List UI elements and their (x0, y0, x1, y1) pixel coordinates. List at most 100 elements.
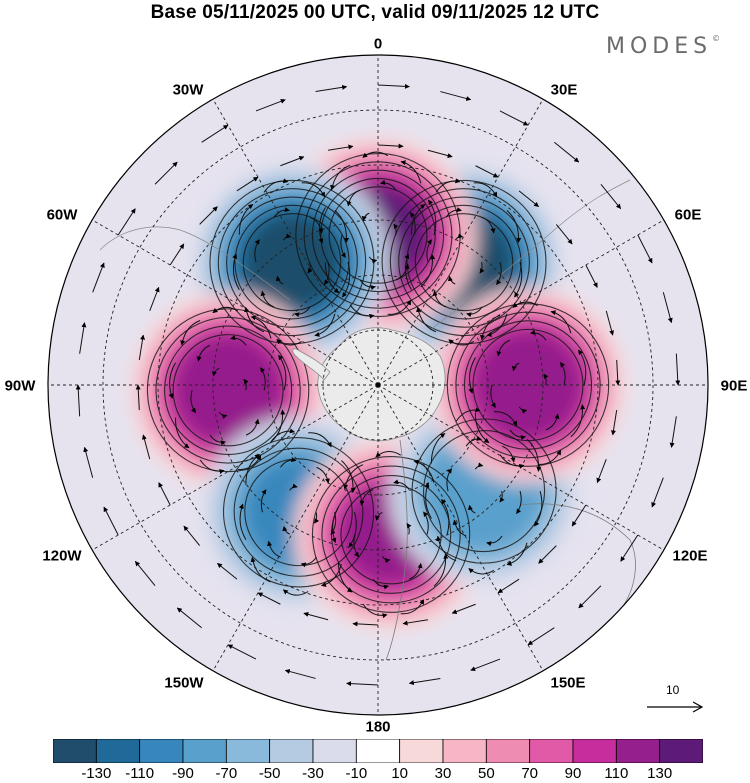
wind-arrow (217, 562, 238, 580)
wind-arrow (314, 313, 336, 337)
wind-arrow (303, 612, 329, 621)
wind-arrow (377, 83, 410, 89)
wind-arrow (499, 490, 505, 503)
wind-arrow (454, 233, 464, 241)
wind-arrow (103, 506, 119, 536)
colorbar-tick-label: -90 (172, 765, 194, 782)
wind-arrow (245, 418, 260, 436)
anomaly-contour (242, 213, 342, 312)
colorbar-swatch (615, 739, 661, 763)
wind-arrow (244, 306, 265, 333)
colorbar-swatch (485, 739, 531, 763)
wind-arrow (199, 459, 225, 474)
wind-arrow (501, 445, 516, 463)
wind-arrow (359, 279, 376, 291)
wind-arrow (467, 504, 476, 514)
wind-arrow (190, 390, 197, 414)
wind-arrow (416, 306, 437, 333)
wind-arrow (282, 589, 309, 596)
wind-arrow (537, 449, 562, 465)
wind-arrow (227, 644, 257, 660)
wind-arrow (395, 263, 410, 281)
wind-arrow (600, 183, 622, 210)
wind-arrow (309, 216, 324, 234)
wind-arrow (141, 434, 151, 460)
colorbar-tick-label: 70 (521, 765, 538, 782)
anomaly-contour (226, 196, 358, 328)
wind-arrow (559, 362, 566, 386)
wind-arrow (516, 490, 522, 515)
wind-arrow (353, 534, 360, 558)
wind-arrow (341, 261, 351, 298)
colorbar-swatch (95, 739, 141, 763)
wind-arrow (174, 417, 190, 449)
arrow-right-icon (647, 701, 704, 713)
wind-arrow (675, 353, 681, 386)
wind-arrow (183, 525, 201, 546)
anomaly-fill-level (243, 213, 341, 311)
wind-arrow (92, 262, 105, 293)
wind-arrow (554, 141, 580, 163)
anomaly-contour (155, 316, 301, 464)
wind-arrow (473, 182, 498, 198)
meridian-line (212, 384, 379, 672)
wind-arrow (294, 306, 311, 318)
wind-arrow (526, 438, 542, 472)
wind-arrow (273, 207, 290, 218)
wind-arrow (232, 253, 240, 290)
wind-arrow (424, 482, 432, 519)
wind-arrow (452, 519, 467, 537)
wind-arrow (196, 344, 211, 362)
colorbar-swatch (182, 739, 227, 763)
wind-arrow (380, 179, 397, 191)
wind-arrow (323, 261, 330, 286)
wind-arrow (362, 603, 388, 619)
wind-arrow (480, 314, 501, 341)
wind-arrow (637, 234, 653, 264)
wind-arrow (313, 512, 320, 524)
wind-arrow (199, 206, 218, 225)
anomaly-contour (146, 308, 310, 473)
wind-arrow (301, 182, 326, 198)
meridian-line (212, 98, 379, 386)
wind-arrow (436, 535, 457, 562)
wind-arrow (605, 310, 615, 336)
wind-arrow (238, 503, 247, 540)
wind-arrow (534, 490, 543, 527)
wind-arrow (263, 178, 289, 193)
wind-arrow (267, 540, 281, 558)
wind-arrow (426, 239, 433, 263)
wind-arrow (75, 384, 81, 417)
wind-arrow (321, 563, 342, 587)
wind-arrow (577, 349, 587, 386)
colorbar-swatch (529, 739, 574, 763)
wind-arrow (406, 522, 412, 535)
wind-arrow (448, 339, 475, 346)
longitude-label-90e: 90E (720, 377, 748, 395)
wind-arrow (435, 178, 461, 193)
wind-arrow (211, 367, 220, 377)
colorbar-swatch (225, 739, 271, 763)
anomaly-contour (222, 436, 375, 588)
colorbar-tick-label: -130 (81, 765, 112, 782)
anomaly-contour (389, 188, 539, 337)
wind-arrow (270, 428, 295, 443)
wind-arrow (427, 149, 453, 158)
wind-arrow (117, 208, 136, 236)
colorbar-swatch (269, 739, 314, 763)
wind-arrow (83, 446, 94, 478)
wind-arrow (474, 412, 490, 444)
wind-arrow (433, 553, 449, 587)
wind-arrow (218, 411, 228, 419)
wind-arrow (486, 313, 508, 337)
wind-arrow (393, 479, 410, 490)
wind-arrow (316, 466, 330, 484)
wind-arrow (662, 292, 673, 324)
wind-arrow (610, 410, 618, 436)
wind-arrow (255, 98, 286, 112)
wind-arrow (337, 561, 353, 593)
brand-copyright-mark: © (712, 34, 721, 43)
wind-arrow (446, 468, 453, 492)
colorbar-tick-label: 10 (391, 765, 408, 782)
wind-arrow (408, 563, 423, 580)
